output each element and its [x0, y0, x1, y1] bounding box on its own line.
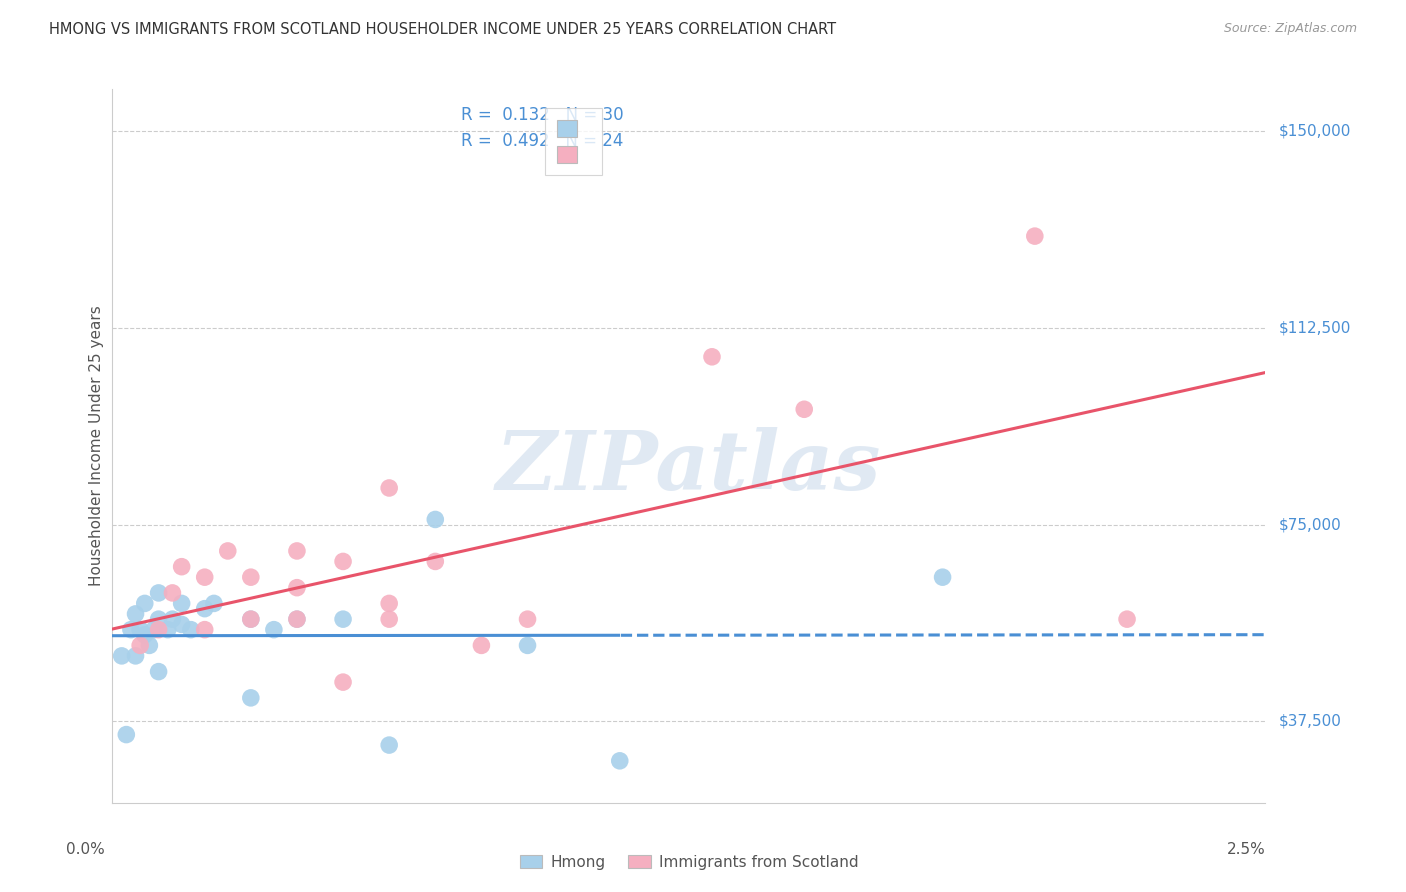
- Point: [285, 581, 308, 595]
- Point: [129, 623, 152, 637]
- Text: HMONG VS IMMIGRANTS FROM SCOTLAND HOUSEHOLDER INCOME UNDER 25 YEARS CORRELATION : HMONG VS IMMIGRANTS FROM SCOTLAND HOUSEH…: [49, 22, 837, 37]
- Point: [285, 612, 308, 626]
- Point: [332, 612, 354, 626]
- Point: [217, 544, 239, 558]
- Point: [378, 481, 401, 495]
- Point: [148, 586, 170, 600]
- Y-axis label: Householder Income Under 25 years: Householder Income Under 25 years: [89, 306, 104, 586]
- Point: [162, 612, 184, 626]
- Text: $150,000: $150,000: [1279, 124, 1351, 138]
- Point: [609, 754, 631, 768]
- Point: [1116, 612, 1139, 626]
- Text: 0.0%: 0.0%: [66, 842, 105, 857]
- Point: [285, 544, 308, 558]
- Point: [425, 554, 447, 568]
- Point: [111, 648, 134, 663]
- Point: [378, 596, 401, 610]
- Point: [124, 648, 146, 663]
- Point: [148, 612, 170, 626]
- Point: [239, 612, 262, 626]
- Point: [162, 586, 184, 600]
- Point: [263, 623, 285, 637]
- Point: [194, 601, 217, 615]
- Point: [516, 612, 538, 626]
- Point: [931, 570, 953, 584]
- Point: [115, 728, 138, 742]
- Point: [156, 623, 179, 637]
- Point: [143, 623, 166, 637]
- Point: [202, 596, 225, 610]
- Point: [516, 639, 538, 653]
- Point: [124, 607, 146, 621]
- Point: [170, 617, 193, 632]
- Point: [194, 623, 217, 637]
- Point: [285, 612, 308, 626]
- Point: [332, 554, 354, 568]
- Text: $37,500: $37,500: [1279, 714, 1343, 729]
- Text: R =  0.492   N = 24: R = 0.492 N = 24: [461, 132, 623, 150]
- Text: Source: ZipAtlas.com: Source: ZipAtlas.com: [1223, 22, 1357, 36]
- Text: 2.5%: 2.5%: [1226, 842, 1265, 857]
- Point: [378, 612, 401, 626]
- Point: [470, 639, 492, 653]
- Point: [332, 675, 354, 690]
- Point: [129, 639, 152, 653]
- Point: [134, 628, 156, 642]
- Point: [700, 350, 723, 364]
- Point: [148, 623, 170, 637]
- Point: [134, 596, 156, 610]
- Point: [378, 738, 401, 752]
- Point: [793, 402, 815, 417]
- Text: $112,500: $112,500: [1279, 320, 1351, 335]
- Point: [194, 570, 217, 584]
- Point: [1024, 229, 1046, 244]
- Point: [239, 612, 262, 626]
- Text: R =  0.132   N = 30: R = 0.132 N = 30: [461, 106, 623, 124]
- Point: [239, 690, 262, 705]
- Text: ZIPatlas: ZIPatlas: [496, 427, 882, 508]
- Point: [148, 665, 170, 679]
- Point: [138, 639, 160, 653]
- Text: $75,000: $75,000: [1279, 517, 1341, 533]
- Point: [170, 559, 193, 574]
- Point: [180, 623, 202, 637]
- Point: [425, 512, 447, 526]
- Legend: Hmong, Immigrants from Scotland: Hmong, Immigrants from Scotland: [512, 847, 866, 877]
- Point: [120, 623, 142, 637]
- Point: [170, 596, 193, 610]
- Point: [239, 570, 262, 584]
